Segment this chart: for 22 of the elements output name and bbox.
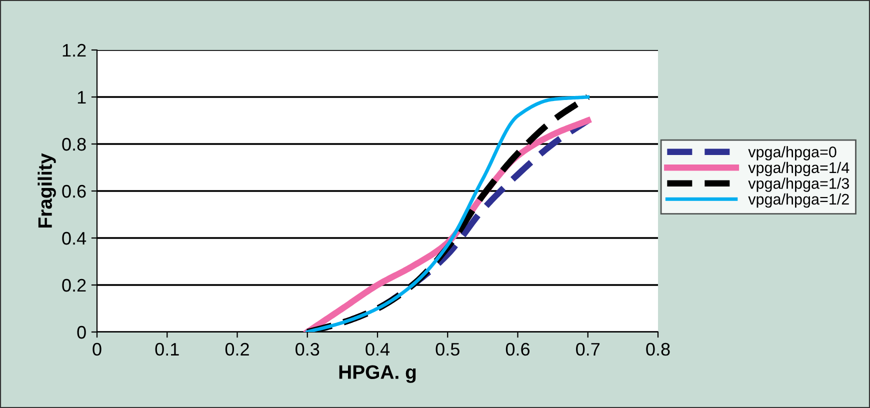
x-tick-label: 0.7: [576, 342, 600, 356]
x-tick-label: 0.5: [436, 342, 460, 356]
legend-label: vpga/hpga=0: [748, 146, 836, 160]
x-tick-label: 0.4: [366, 342, 390, 356]
legend-label: vpga/hpga=1/2: [748, 193, 849, 208]
y-tick-label: 0.2: [62, 278, 86, 292]
y-tick-label: 1: [78, 91, 86, 104]
x-tick-label: 0.3: [296, 342, 320, 356]
y-tick-label: 0.4: [62, 232, 86, 245]
legend-label: vpga/hpga=1/4: [748, 162, 850, 176]
y-tick-label: 1.2: [62, 44, 86, 57]
y-tick-label: 0: [77, 326, 86, 339]
x-tick-label: 0: [92, 342, 102, 356]
y-tick-label: 0.8: [62, 138, 86, 151]
y-tick-label: 0.6: [62, 184, 86, 198]
x-tick-label: 0.2: [225, 342, 249, 356]
x-axis-title: HPGA. g: [339, 365, 416, 383]
x-tick-label: 0.1: [155, 342, 179, 356]
x-tick-label: 0.6: [506, 342, 530, 356]
x-tick-label: 0.8: [646, 342, 670, 356]
legend-label: vpga/hpga=1/3: [748, 178, 849, 192]
y-axis-title: Fragility: [38, 153, 56, 228]
